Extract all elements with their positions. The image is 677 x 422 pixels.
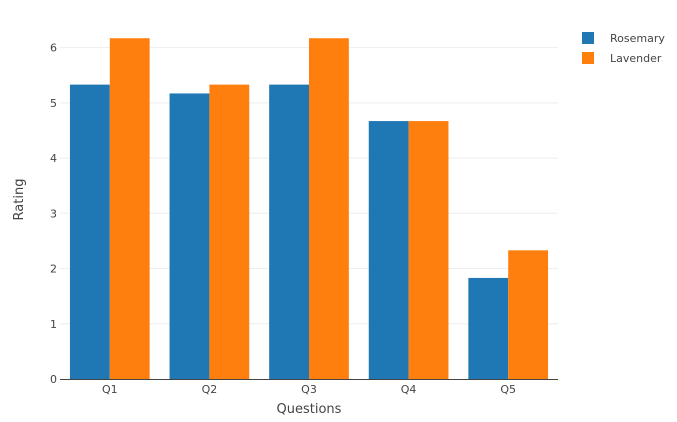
legend-swatch-lavender[interactable] — [582, 52, 594, 64]
x-tick-label: Q2 — [202, 383, 218, 396]
y-tick-label: 3 — [50, 207, 57, 220]
legend-label-rosemary[interactable]: Rosemary — [610, 32, 665, 45]
y-tick-label: 2 — [50, 263, 57, 276]
y-tick-label: 4 — [50, 152, 57, 165]
legend[interactable]: Rosemary Lavender — [582, 32, 665, 65]
bar-rosemary-q1[interactable] — [69, 84, 110, 380]
bar-lavender-q4[interactable] — [408, 121, 449, 379]
bar-lavender-q3[interactable] — [309, 38, 349, 379]
y-tick-label: 1 — [50, 318, 57, 331]
bar-lavender-q5[interactable] — [508, 250, 549, 379]
y-tick-label: 6 — [50, 42, 57, 55]
bar-lavender-q2[interactable] — [209, 84, 250, 380]
x-tick-label: Q5 — [500, 383, 516, 396]
x-tick-label: Q1 — [102, 383, 118, 396]
y-tick-label: 0 — [50, 373, 57, 386]
x-tick-label: Q3 — [301, 383, 317, 396]
bars — [69, 38, 549, 380]
y-axis-title: Rating — [12, 179, 27, 221]
x-tick-label: Q4 — [401, 383, 417, 396]
bar-rosemary-q4[interactable] — [368, 121, 409, 379]
x-axis-title: Questions — [277, 402, 342, 417]
bar-rosemary-q5[interactable] — [468, 277, 509, 379]
bar-lavender-q1[interactable] — [109, 38, 150, 379]
legend-label-lavender[interactable]: Lavender — [610, 52, 662, 65]
bar-rosemary-q2[interactable] — [169, 93, 210, 380]
bar-rosemary-q3[interactable] — [269, 84, 309, 380]
y-tick-label: 5 — [50, 97, 57, 110]
legend-swatch-rosemary[interactable] — [582, 32, 594, 44]
axes: 0 1 2 3 4 5 6 Q1 Q2 Q3 Q4 Q5 — [50, 42, 558, 396]
